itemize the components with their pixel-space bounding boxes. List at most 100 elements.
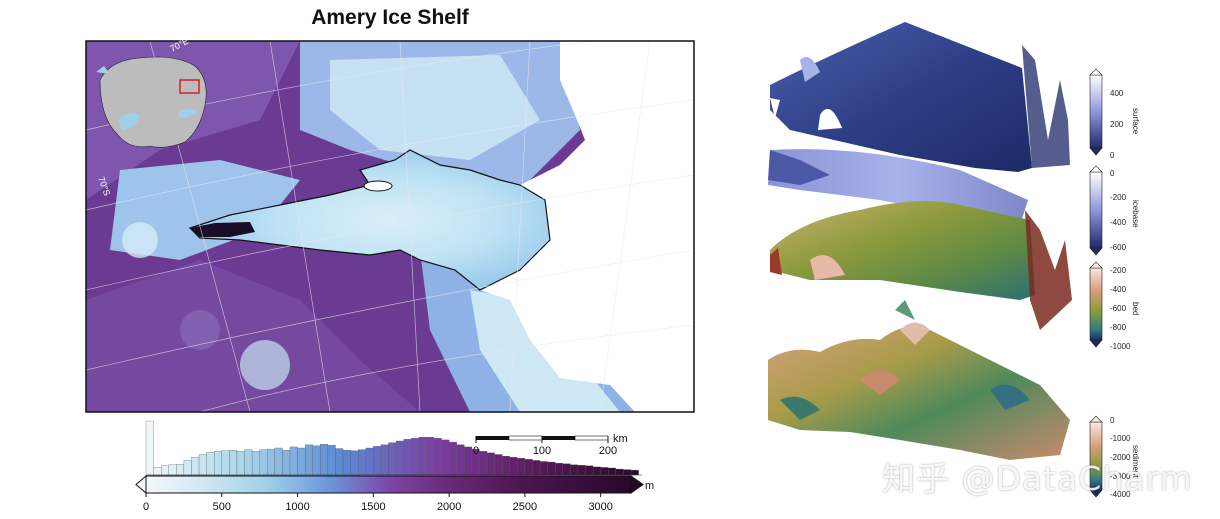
ice-shelf-inset — [118, 112, 140, 130]
bed-layer-mesh — [770, 201, 1035, 300]
colorbar-arrow — [1089, 261, 1103, 269]
ice-shelf-grounding-line — [190, 222, 255, 237]
histogram-bar — [570, 464, 579, 476]
histogram-bar — [486, 452, 495, 476]
histogram-bar — [600, 467, 609, 476]
antarctica-inset — [96, 56, 207, 148]
colorbar-arrow — [1089, 415, 1103, 423]
amery-location-box — [179, 79, 200, 94]
surface-layer-mesh — [770, 22, 1032, 172]
colorbar-tick: -400 — [1110, 218, 1127, 227]
histogram-bar — [547, 461, 556, 476]
bed-edge — [770, 248, 782, 275]
colorbar-tick: 0 — [1110, 169, 1115, 178]
histogram-bar — [289, 446, 298, 476]
histogram-bar — [380, 444, 389, 476]
histogram-bar — [282, 450, 291, 476]
histogram-bar — [251, 451, 260, 476]
histogram-bar — [176, 464, 185, 476]
colorbar-tick-label: 2500 — [513, 501, 537, 513]
histogram-bar — [577, 465, 586, 476]
colorbar-arrow — [1089, 147, 1103, 156]
colorbar-tick: -200 — [1110, 193, 1127, 202]
colorbar: m — [135, 474, 654, 495]
dark-patch — [180, 310, 220, 350]
histogram-bar — [615, 468, 624, 476]
histogram-bar — [448, 441, 457, 476]
histogram-bar — [524, 459, 533, 476]
scalebar-label: 0 — [473, 445, 479, 457]
histogram-bar — [464, 446, 473, 476]
map-frame — [85, 40, 695, 413]
histogram-bar — [592, 466, 601, 476]
histogram-bar — [562, 463, 571, 476]
colorbar-tick-label: 0 — [143, 501, 149, 513]
histogram-bar — [418, 437, 427, 476]
colorbar-tick: -4000 — [1110, 490, 1131, 499]
histogram-bar — [373, 446, 382, 476]
surface-peak — [818, 108, 842, 130]
layer-sediment — [768, 300, 1070, 460]
scalebar-unit: km — [613, 433, 628, 445]
layer-bed — [770, 201, 1072, 330]
colorbar-tick: -400 — [1110, 285, 1127, 294]
colorbar-arrow — [1089, 489, 1103, 498]
colorbar-ticks: 0 500 1000 1500 2000 2500 3000 — [143, 493, 613, 513]
histogram-bar — [350, 450, 359, 476]
colorbar-tick: 0 — [1110, 151, 1115, 160]
scalebar-segment — [508, 435, 543, 441]
velocity-field-sw — [86, 260, 420, 412]
sediment-peak — [860, 370, 900, 395]
histogram-bar — [509, 457, 518, 476]
sediment-peak — [900, 322, 930, 345]
elevation-histogram — [145, 420, 639, 476]
histogram-bar — [335, 448, 344, 476]
histogram-bar — [304, 444, 313, 476]
sediment-layer-mesh — [768, 326, 1070, 460]
sediment-trough — [780, 396, 820, 420]
histogram-bar — [456, 444, 465, 476]
bed-edge-spikes — [1025, 210, 1072, 330]
colorbar-tick-label: 3000 — [588, 501, 612, 513]
scalebar-segment — [574, 435, 609, 441]
histogram-bar — [168, 464, 177, 476]
layer-name: icebase — [1131, 200, 1140, 228]
sediment-connector — [895, 300, 915, 320]
histogram-bar — [358, 449, 366, 476]
surface-edge-spikes — [1022, 45, 1070, 168]
histogram-bar — [608, 467, 617, 476]
colorbar-frame — [145, 475, 632, 494]
colorbar-tick-label: 500 — [213, 501, 231, 513]
histogram-bar — [395, 440, 404, 476]
histogram-bar — [229, 450, 238, 476]
layer-surface — [770, 22, 1070, 172]
layer-name: bed — [1131, 302, 1140, 315]
histogram-bar — [532, 460, 541, 476]
colorbar-tick-label: 1000 — [285, 501, 309, 513]
histogram-bar — [221, 450, 230, 476]
histogram-bar — [236, 451, 245, 476]
colorbar-bed: -200 -400 -600 -800 -1000 bed — [1089, 261, 1140, 351]
colorbar-min-arrow — [135, 474, 147, 495]
ocean — [480, 41, 694, 412]
island-outline — [363, 180, 393, 192]
icebase-edge — [768, 150, 830, 185]
colorbar-tick: 0 — [1110, 416, 1115, 425]
colorbar-unit: m — [645, 480, 654, 492]
colorbar-tick: 200 — [1110, 120, 1124, 129]
histogram-bar — [198, 454, 207, 476]
velocity-field-ne-light — [330, 55, 540, 160]
histogram-bar — [388, 442, 397, 476]
colorbar-arrow — [1089, 247, 1103, 256]
histogram-bar — [312, 445, 321, 476]
histogram-bar — [441, 439, 450, 476]
colorbar-max-arrow — [630, 475, 644, 494]
histogram-bar — [244, 449, 253, 476]
colorbar-tick: -200 — [1110, 266, 1127, 275]
histogram-bar — [267, 448, 275, 476]
colorbar-arrow — [1089, 165, 1103, 173]
colorbar-tick-label: 2000 — [437, 501, 461, 513]
histogram-bar — [183, 460, 192, 476]
ice-shelf-inset — [96, 66, 110, 74]
